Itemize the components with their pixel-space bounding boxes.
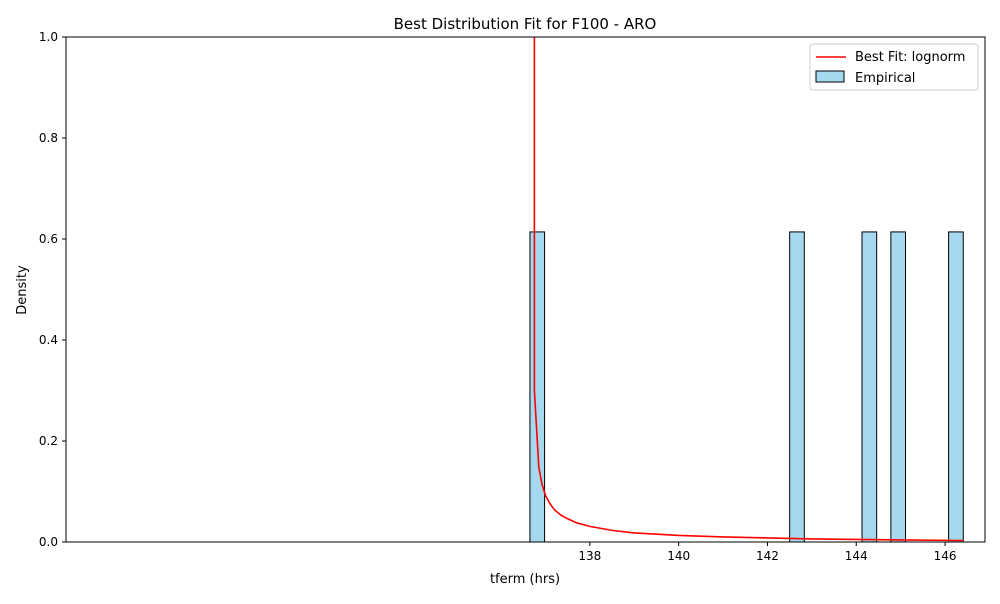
fit-line-group: [533, 37, 964, 542]
x-tick-label-3: 144: [845, 549, 868, 563]
y-tick-label-4: 0.8: [39, 131, 58, 145]
histogram-bar-4: [948, 231, 964, 543]
x-tick-label-2: 142: [756, 549, 779, 563]
x-axis-ticks: 138 140 142 144 146: [578, 542, 956, 563]
histogram-bars: [529, 231, 964, 543]
y-tick-label-1: 0.2: [39, 434, 58, 448]
legend-label-empirical: Empirical: [855, 71, 915, 86]
fit-line: [533, 37, 964, 542]
legend: Best Fit: lognorm Empirical: [809, 43, 979, 91]
y-tick-label-0: 0.0: [39, 535, 58, 549]
y-axis-ticks: 0.0 0.2 0.4 0.6 0.8 1.0: [39, 30, 66, 549]
y-axis-label: Density: [15, 265, 30, 315]
histogram-bar-0: [529, 231, 546, 543]
x-tick-label-0: 138: [578, 549, 601, 563]
legend-box: [809, 43, 979, 91]
axes-frame: [65, 36, 986, 543]
legend-patch-swatch: [815, 70, 845, 83]
x-axis-label: tferm (hrs): [490, 572, 560, 587]
y-tick-label-3: 0.6: [39, 232, 58, 246]
x-tick-label-4: 146: [934, 549, 957, 563]
histogram-bar-2: [861, 231, 878, 543]
y-tick-label-5: 1.0: [39, 30, 58, 44]
legend-label-fit: Best Fit: lognorm: [855, 50, 965, 65]
histogram-bar-1: [789, 231, 805, 543]
y-tick-label-2: 0.4: [39, 333, 58, 347]
x-tick-label-1: 140: [667, 549, 690, 563]
chart-title: Best Distribution Fit for F100 - ARO: [394, 15, 657, 33]
histogram-bar-3: [890, 231, 907, 543]
